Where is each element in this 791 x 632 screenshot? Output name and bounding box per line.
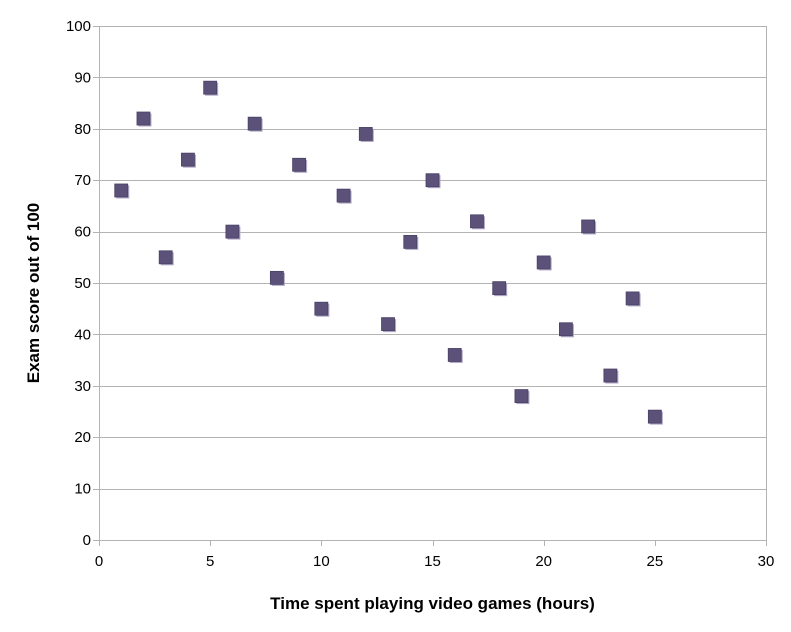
data-point [158,250,174,266]
data-point [581,219,597,235]
data-point-marker [625,291,640,306]
y-tick-label: 60 [74,224,91,241]
x-axis: 0 5 10 15 20 25 30 [95,540,775,570]
data-point-marker [314,301,329,316]
data-point-marker [247,116,262,131]
data-point-marker [292,157,307,172]
y-tick-label: 50 [74,275,91,292]
data-point [536,255,552,271]
data-point [269,270,285,286]
data-point-marker [336,188,351,203]
data-point [425,173,441,189]
data-point-marker [269,270,284,285]
y-tick-label: 0 [83,532,91,549]
data-point-marker [536,255,551,270]
data-point [492,281,508,297]
x-tick-label: 0 [95,553,103,570]
data-point-marker [492,281,507,296]
data-point [225,224,241,240]
data-point-marker [647,409,662,424]
data-point-marker [158,250,173,265]
data-point-marker [225,224,240,239]
y-tick-label: 20 [74,429,91,446]
data-point-marker [358,127,373,141]
data-point-marker [514,389,529,403]
x-axis-title: Time spent playing video games (hours) [270,594,595,613]
data-point [203,80,219,96]
data-point [470,214,485,230]
data-points [114,80,663,425]
data-point [447,348,463,363]
data-point [647,409,663,425]
data-point [292,157,308,173]
x-tick-label: 15 [424,553,441,570]
data-point [314,301,330,317]
data-point [381,317,397,333]
data-point-marker [381,317,395,332]
y-tick-label: 80 [74,121,91,138]
data-point [114,183,130,199]
x-tick-label: 30 [758,553,775,570]
data-point [181,152,196,168]
data-point [514,389,530,405]
y-axis-title: Exam score out of 100 [24,203,43,383]
y-tick-label: 30 [74,378,91,395]
data-point [559,322,574,338]
data-point-marker [447,348,462,362]
data-point [403,234,419,250]
data-point-marker [470,214,484,229]
y-tick-label: 10 [74,481,91,498]
y-tick-label: 70 [74,172,91,189]
data-point-marker [181,152,195,167]
y-axis: 0 10 20 30 40 50 60 70 80 90 100 [66,18,91,549]
grid-lines [93,26,766,541]
data-point-marker [203,80,218,95]
data-point-marker [559,322,573,337]
data-point [247,116,263,132]
x-tick-label: 20 [535,553,552,570]
x-tick-label: 25 [646,553,663,570]
data-point [136,111,152,127]
data-point-marker [425,173,440,188]
y-tick-label: 40 [74,326,91,343]
y-tick-label: 100 [66,18,91,35]
data-point [603,368,619,384]
data-point-marker [136,111,151,126]
data-point-marker [581,219,596,234]
data-point [336,188,352,204]
data-point-marker [403,234,418,249]
x-tick-label: 5 [206,553,214,570]
x-tick-label: 10 [313,553,330,570]
data-point [358,127,374,142]
y-tick-label: 90 [74,69,91,86]
data-point [625,291,641,307]
data-point-marker [114,183,129,198]
data-point-marker [603,368,618,383]
